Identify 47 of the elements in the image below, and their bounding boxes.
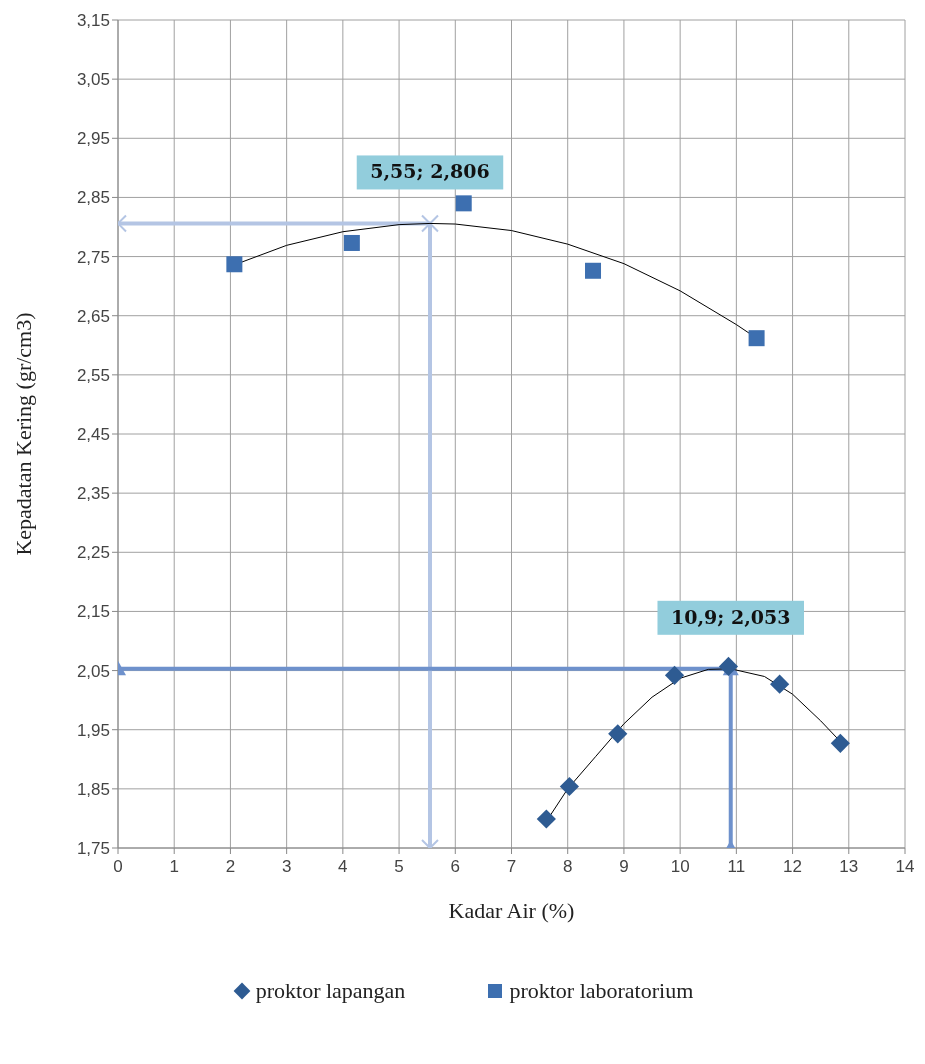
y-tick-label: 1,85 [76,779,110,799]
y-tick-label: 2,25 [76,543,110,563]
y-tick-label: 2,45 [76,425,110,445]
y-tick-label: 2,55 [76,365,110,385]
point [585,262,602,279]
x-tick-label: 7 [506,857,517,876]
annotation: 10,9; 2,053 [671,605,791,628]
point [748,330,765,347]
y-tick-label: 3,05 [76,70,110,90]
y-tick-label: 1,75 [76,839,110,859]
point [559,776,579,797]
y-tick-label: 3,15 [76,11,110,31]
x-tick-label: 1 [169,857,179,876]
y-tick-label: 2,95 [76,129,110,149]
point [226,256,243,273]
x-axis-title: Kadar Air (%) [448,898,575,923]
x-tick-label: 3 [281,857,292,876]
x-tick-label: 2 [225,857,236,876]
y-tick-label: 2,05 [76,661,110,681]
x-tick-label: 14 [895,857,915,876]
y-tick-label: 2,85 [76,188,110,208]
y-axis-title: Kepadatan Kering (gr/cm3) [10,312,36,556]
point [455,195,472,212]
x-tick-label: 10 [670,857,690,876]
legend-label: proktor laboratorium [508,978,694,1004]
x-tick-label: 11 [727,857,746,876]
point [830,733,850,753]
x-tick-label: 8 [562,857,573,876]
point [608,724,628,744]
y-tick-label: 1,95 [76,720,110,740]
x-tick-label: 12 [783,857,803,876]
point [343,234,360,251]
annotation: 5,55; 2,806 [370,160,490,183]
x-tick-label: 6 [450,857,461,876]
point [536,809,556,829]
point [664,665,685,685]
y-tick-label: 2,65 [76,306,110,326]
x-tick-label: 4 [338,857,348,876]
point [770,674,790,694]
x-tick-label: 9 [619,857,629,876]
y-tick-label: 2,35 [76,484,110,504]
x-tick-label: 0 [113,857,123,876]
y-tick-label: 2,15 [76,602,110,622]
legend-label: proktor lapangan [254,978,406,1004]
y-tick-label: 2,75 [76,247,110,267]
x-tick-label: 13 [839,857,859,876]
x-tick-label: 5 [394,857,404,876]
